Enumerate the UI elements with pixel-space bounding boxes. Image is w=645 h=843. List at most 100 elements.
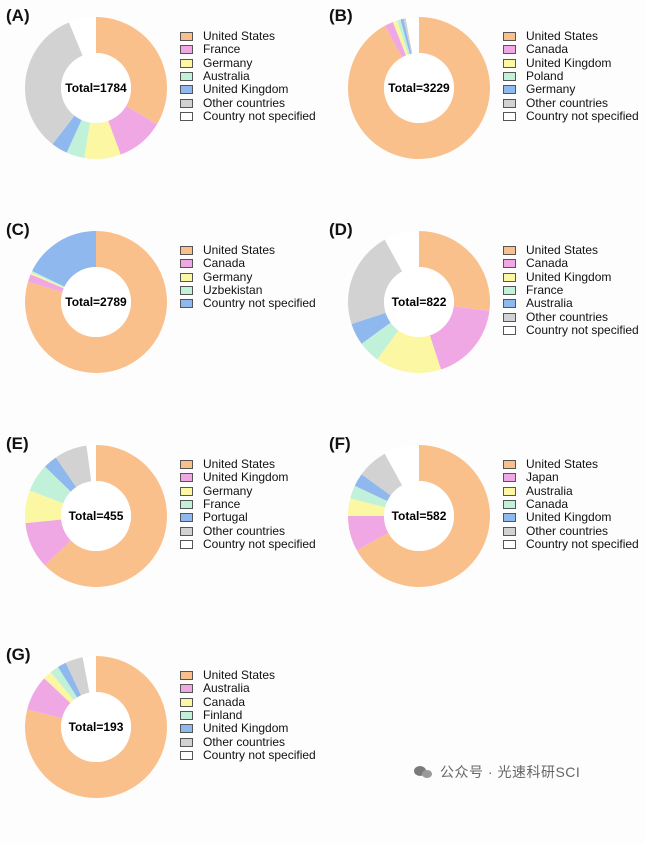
panel-d: (D) Total=822 United States Canada United Ki… [323, 218, 645, 418]
donut-chart: Total=455 [25, 445, 167, 587]
legend-swatch [180, 684, 193, 694]
donut-hole [384, 481, 454, 551]
legend-label: Canada [526, 42, 569, 57]
legend-swatch [503, 98, 516, 108]
legend-item: Portugal [180, 511, 316, 524]
center-total: Total=582 [392, 509, 447, 523]
legend-swatch [180, 513, 193, 523]
slice-germany [25, 490, 64, 524]
slice-uzbekistan [31, 270, 65, 288]
slice-other-countries [403, 18, 413, 54]
donut-chart: Total=1784 [24, 17, 167, 160]
legend-swatch [180, 45, 193, 55]
legend-item: United Kingdom [180, 722, 316, 735]
panel-g: (G) Total=193 United States Australia Canada… [0, 643, 322, 843]
legend-label: Germany [526, 82, 576, 97]
slice-country-not-specified [86, 445, 96, 482]
panel-label: (F) [329, 434, 351, 453]
center-total: Total=822 [392, 295, 447, 309]
legend-item: Other countries [180, 96, 316, 109]
legend-swatch [503, 325, 516, 335]
legend-label: Australia [526, 296, 573, 311]
legend-item: Uzbekistan [180, 284, 316, 297]
slice-united-states [348, 17, 490, 160]
legend-item: United Kingdom [180, 471, 316, 484]
legend-swatch [503, 526, 516, 536]
legend-label: Australia [203, 69, 250, 84]
legend-item: France [180, 43, 316, 56]
legend-swatch [180, 724, 193, 734]
slice-united-states [356, 445, 490, 587]
legend-swatch [180, 246, 193, 256]
donut-hole [61, 481, 131, 551]
legend: United States France Germany Australia Unite… [180, 30, 316, 123]
legend-item: Finland [180, 709, 316, 722]
legend-swatch [503, 85, 516, 95]
legend-label: Other countries [526, 309, 609, 324]
legend-item: Canada [180, 695, 316, 709]
legend-item: Other countries [503, 310, 639, 323]
legend-item: Japan [503, 471, 639, 484]
legend-item: United Kingdom [503, 270, 639, 284]
legend-swatch [180, 750, 193, 760]
legend-swatch [503, 473, 516, 483]
panel-a: (A) Total=1784 United States France Germany A… [0, 4, 322, 204]
slice-country-not-specified [405, 17, 419, 54]
legend-swatch [180, 526, 193, 536]
center-total: Total=1784 [65, 81, 127, 95]
legend-label: France [203, 42, 241, 57]
slice-united-kingdom [354, 474, 391, 502]
panel-label: (C) [6, 220, 30, 239]
legend-label: Other countries [203, 523, 286, 538]
legend-item: United States [180, 458, 316, 471]
legend-label: United States [203, 668, 276, 683]
donut-chart: Total=582 [348, 445, 490, 587]
legend-swatch [180, 500, 193, 510]
legend-swatch [503, 272, 516, 282]
legend-item: France [180, 498, 316, 511]
donut-hole [61, 267, 131, 337]
legend-item: United States [503, 244, 639, 257]
legend-item: United Kingdom [180, 83, 316, 96]
slice-poland [397, 19, 410, 55]
legend-swatch [503, 58, 516, 68]
legend-swatch [503, 539, 516, 549]
legend-label: Australia [526, 483, 573, 498]
donut-chart: Total=3229 [348, 17, 490, 160]
slice-united-kingdom [57, 662, 82, 698]
legend-swatch [180, 85, 193, 95]
legend-swatch [180, 539, 193, 549]
legend-label: Country not specified [203, 747, 316, 762]
legend-label: Country not specified [526, 322, 639, 337]
legend-item: Germany [180, 56, 316, 70]
legend-item: Other countries [180, 735, 316, 748]
legend-label: United States [203, 29, 276, 44]
center-total: Total=193 [69, 720, 124, 734]
legend-item: France [503, 284, 639, 297]
legend-item: Country not specified [503, 322, 639, 337]
legend-label: Uzbekistan [203, 283, 263, 298]
slice-other-countries [361, 453, 403, 496]
legend-swatch [503, 246, 516, 256]
legend-swatch [180, 299, 193, 309]
legend-item: United States [180, 669, 316, 682]
slice-united-kingdom [377, 330, 441, 373]
slice-country-not-specified [68, 17, 96, 56]
legend-label: Country not specified [203, 296, 316, 311]
legend-item: Germany [180, 270, 316, 284]
panel-e: (E) Total=455 United States United Kingdom G… [0, 432, 322, 632]
legend-swatch [180, 32, 193, 42]
legend-item: United Kingdom [503, 56, 639, 70]
legend: United States Canada United Kingdom Poland G… [503, 30, 639, 123]
legend-swatch [503, 312, 516, 322]
legend-item: Canada [503, 43, 639, 56]
legend-item: Germany [503, 83, 639, 96]
panel-label: (A) [6, 6, 30, 25]
legend-label: Other countries [203, 95, 286, 110]
slice-japan [348, 516, 389, 551]
legend-swatch [503, 259, 516, 269]
legend-item: Other countries [180, 524, 316, 537]
legend-label: France [203, 497, 241, 512]
slice-germany [84, 120, 121, 160]
slice-germany [400, 18, 412, 55]
